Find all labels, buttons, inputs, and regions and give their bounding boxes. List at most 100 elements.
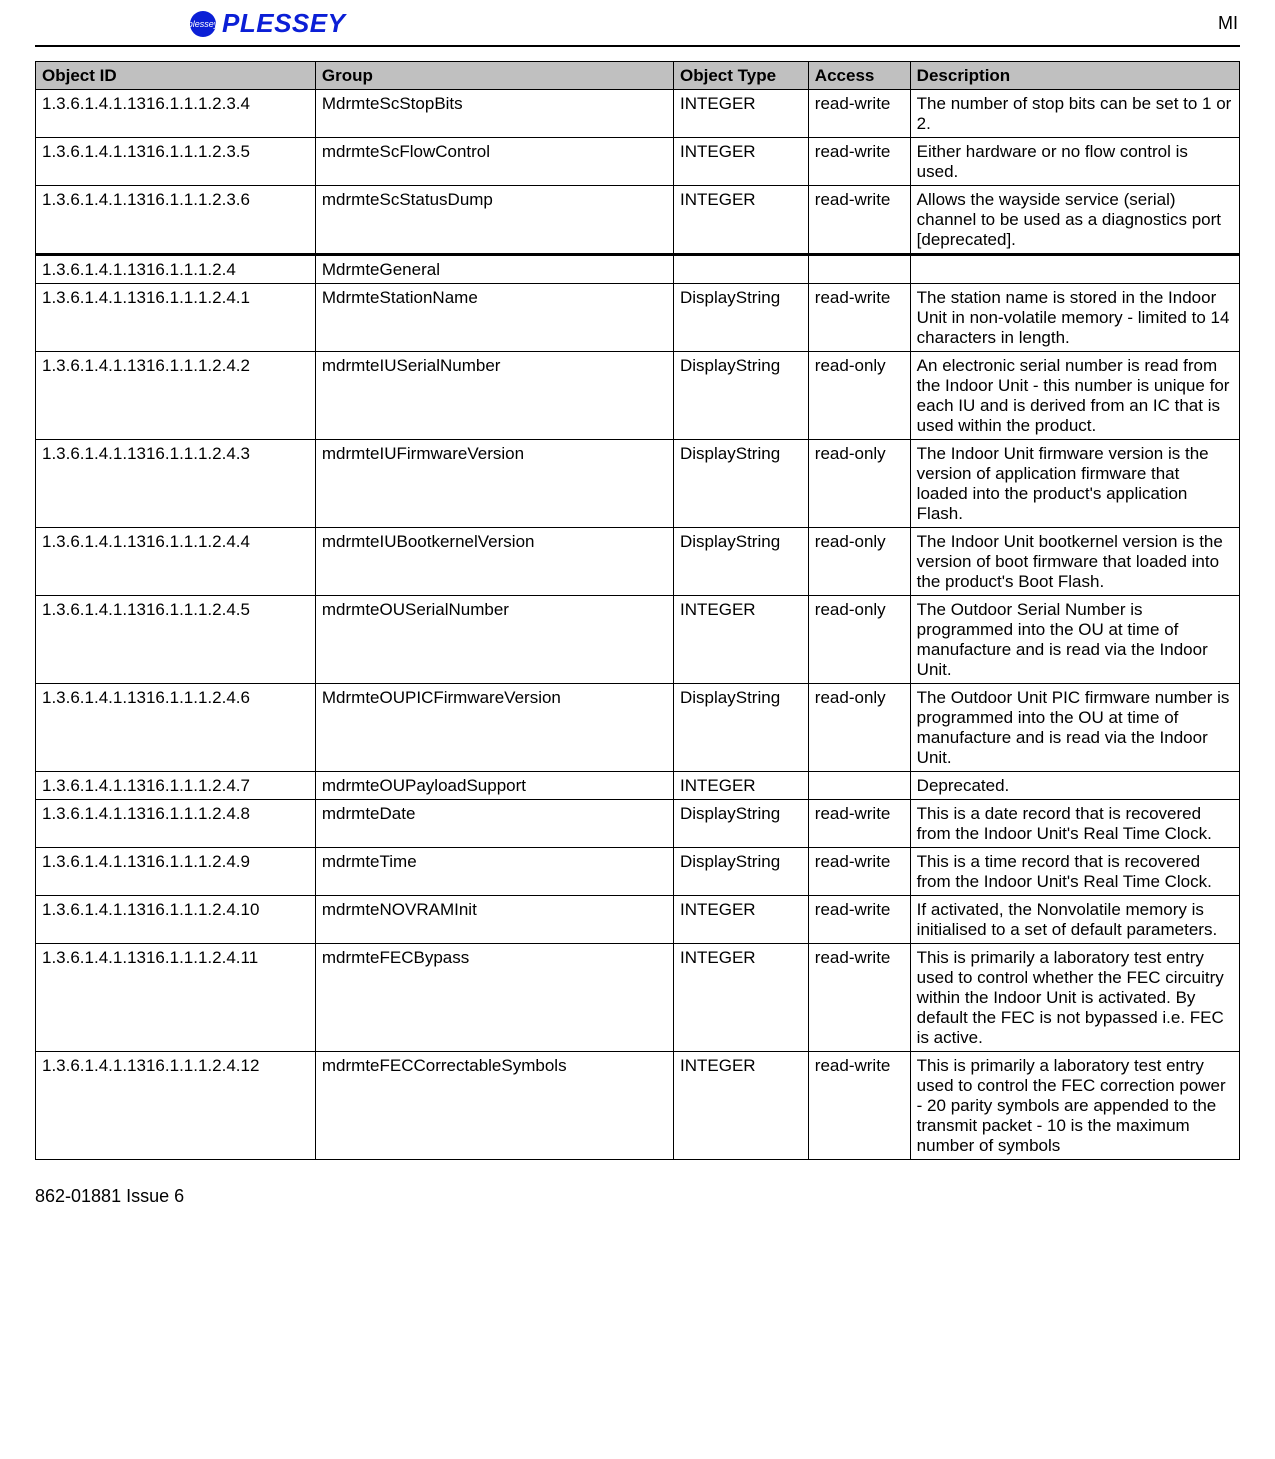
cell-object-type: INTEGER	[674, 944, 809, 1052]
header-right-text: MI	[1218, 13, 1240, 34]
table-row: 1.3.6.1.4.1.1316.1.1.1.2.4.10mdrmteNOVRA…	[36, 896, 1240, 944]
cell-group: mdrmteScStatusDump	[315, 186, 673, 255]
cell-object-type	[674, 255, 809, 284]
cell-object-id: 1.3.6.1.4.1.1316.1.1.1.2.4	[36, 255, 316, 284]
col-header-object-id: Object ID	[36, 62, 316, 90]
table-row: 1.3.6.1.4.1.1316.1.1.1.2.4MdrmteGeneral	[36, 255, 1240, 284]
cell-group: mdrmteFECBypass	[315, 944, 673, 1052]
cell-description: This is primarily a laboratory test entr…	[910, 1052, 1239, 1160]
cell-object-type: DisplayString	[674, 440, 809, 528]
cell-object-id: 1.3.6.1.4.1.1316.1.1.1.2.4.5	[36, 596, 316, 684]
cell-group: MdrmteStationName	[315, 284, 673, 352]
cell-object-type: INTEGER	[674, 1052, 809, 1160]
cell-group: mdrmteNOVRAMInit	[315, 896, 673, 944]
cell-object-id: 1.3.6.1.4.1.1316.1.1.1.2.4.4	[36, 528, 316, 596]
mib-table-head: Object ID Group Object Type Access Descr…	[36, 62, 1240, 90]
cell-object-type: INTEGER	[674, 896, 809, 944]
cell-description: The Outdoor Serial Number is programmed …	[910, 596, 1239, 684]
cell-object-id: 1.3.6.1.4.1.1316.1.1.1.2.4.10	[36, 896, 316, 944]
table-row: 1.3.6.1.4.1.1316.1.1.1.2.3.5mdrmteScFlow…	[36, 138, 1240, 186]
cell-object-id: 1.3.6.1.4.1.1316.1.1.1.2.4.11	[36, 944, 316, 1052]
cell-group: MdrmteGeneral	[315, 255, 673, 284]
cell-object-id: 1.3.6.1.4.1.1316.1.1.1.2.4.12	[36, 1052, 316, 1160]
cell-object-id: 1.3.6.1.4.1.1316.1.1.1.2.4.9	[36, 848, 316, 896]
cell-access: read-only	[808, 352, 910, 440]
table-row: 1.3.6.1.4.1.1316.1.1.1.2.4.1MdrmteStatio…	[36, 284, 1240, 352]
cell-description: This is a date record that is recovered …	[910, 800, 1239, 848]
cell-object-type: DisplayString	[674, 800, 809, 848]
cell-group: mdrmteFECCorrectableSymbols	[315, 1052, 673, 1160]
cell-description: The station name is stored in the Indoor…	[910, 284, 1239, 352]
cell-access: read-write	[808, 186, 910, 255]
table-row: 1.3.6.1.4.1.1316.1.1.1.2.4.11mdrmteFECBy…	[36, 944, 1240, 1052]
cell-object-type: DisplayString	[674, 528, 809, 596]
cell-object-type: DisplayString	[674, 352, 809, 440]
brand-badge-icon: plessey	[190, 11, 216, 37]
cell-object-id: 1.3.6.1.4.1.1316.1.1.1.2.4.2	[36, 352, 316, 440]
col-header-group: Group	[315, 62, 673, 90]
cell-access: read-only	[808, 684, 910, 772]
cell-access	[808, 772, 910, 800]
table-row: 1.3.6.1.4.1.1316.1.1.1.2.4.2mdrmteIUSeri…	[36, 352, 1240, 440]
cell-group: mdrmteScFlowControl	[315, 138, 673, 186]
cell-object-id: 1.3.6.1.4.1.1316.1.1.1.2.3.5	[36, 138, 316, 186]
cell-object-id: 1.3.6.1.4.1.1316.1.1.1.2.4.1	[36, 284, 316, 352]
col-header-access: Access	[808, 62, 910, 90]
cell-object-type: DisplayString	[674, 284, 809, 352]
cell-object-type: INTEGER	[674, 596, 809, 684]
table-row: 1.3.6.1.4.1.1316.1.1.1.2.4.6MdrmteOUPICF…	[36, 684, 1240, 772]
cell-object-id: 1.3.6.1.4.1.1316.1.1.1.2.3.6	[36, 186, 316, 255]
mib-table-header-row: Object ID Group Object Type Access Descr…	[36, 62, 1240, 90]
cell-object-type: INTEGER	[674, 90, 809, 138]
cell-group: MdrmteScStopBits	[315, 90, 673, 138]
cell-access: read-write	[808, 944, 910, 1052]
cell-group: MdrmteOUPICFirmwareVersion	[315, 684, 673, 772]
table-row: 1.3.6.1.4.1.1316.1.1.1.2.4.7mdrmteOUPayl…	[36, 772, 1240, 800]
mib-table: Object ID Group Object Type Access Descr…	[35, 61, 1240, 1160]
cell-access: read-only	[808, 440, 910, 528]
cell-group: mdrmteOUSerialNumber	[315, 596, 673, 684]
cell-group: mdrmteIUSerialNumber	[315, 352, 673, 440]
cell-description: The Outdoor Unit PIC firmware number is …	[910, 684, 1239, 772]
cell-group: mdrmteIUBootkernelVersion	[315, 528, 673, 596]
cell-description: This is a time record that is recovered …	[910, 848, 1239, 896]
page-header: plessey PLESSEY MI	[35, 0, 1240, 45]
cell-access: read-write	[808, 90, 910, 138]
cell-group: mdrmteIUFirmwareVersion	[315, 440, 673, 528]
cell-object-type: INTEGER	[674, 186, 809, 255]
mib-table-body: 1.3.6.1.4.1.1316.1.1.1.2.3.4MdrmteScStop…	[36, 90, 1240, 1160]
cell-description: This is primarily a laboratory test entr…	[910, 944, 1239, 1052]
cell-access: read-only	[808, 528, 910, 596]
table-row: 1.3.6.1.4.1.1316.1.1.1.2.4.5mdrmteOUSeri…	[36, 596, 1240, 684]
cell-group: mdrmteOUPayloadSupport	[315, 772, 673, 800]
cell-object-id: 1.3.6.1.4.1.1316.1.1.1.2.4.7	[36, 772, 316, 800]
cell-object-id: 1.3.6.1.4.1.1316.1.1.1.2.3.4	[36, 90, 316, 138]
page: plessey PLESSEY MI Object ID Group Objec…	[0, 0, 1275, 1247]
cell-object-type: DisplayString	[674, 684, 809, 772]
cell-object-type: INTEGER	[674, 138, 809, 186]
table-row: 1.3.6.1.4.1.1316.1.1.1.2.4.4mdrmteIUBoot…	[36, 528, 1240, 596]
table-row: 1.3.6.1.4.1.1316.1.1.1.2.4.3mdrmteIUFirm…	[36, 440, 1240, 528]
cell-description: If activated, the Nonvolatile memory is …	[910, 896, 1239, 944]
cell-access: read-write	[808, 800, 910, 848]
cell-group: mdrmteDate	[315, 800, 673, 848]
cell-access: read-write	[808, 1052, 910, 1160]
cell-description	[910, 255, 1239, 284]
cell-object-type: DisplayString	[674, 848, 809, 896]
cell-access: read-only	[808, 596, 910, 684]
cell-description: Deprecated.	[910, 772, 1239, 800]
cell-description: Either hardware or no flow control is us…	[910, 138, 1239, 186]
cell-description: The Indoor Unit bootkernel version is th…	[910, 528, 1239, 596]
cell-access: read-write	[808, 138, 910, 186]
table-row: 1.3.6.1.4.1.1316.1.1.1.2.4.9mdrmteTimeDi…	[36, 848, 1240, 896]
brand-logo: plessey PLESSEY	[190, 8, 345, 39]
table-row: 1.3.6.1.4.1.1316.1.1.1.2.4.12mdrmteFECCo…	[36, 1052, 1240, 1160]
cell-group: mdrmteTime	[315, 848, 673, 896]
cell-object-id: 1.3.6.1.4.1.1316.1.1.1.2.4.6	[36, 684, 316, 772]
cell-description: The number of stop bits can be set to 1 …	[910, 90, 1239, 138]
cell-description: Allows the wayside service (serial) chan…	[910, 186, 1239, 255]
table-row: 1.3.6.1.4.1.1316.1.1.1.2.4.8mdrmteDateDi…	[36, 800, 1240, 848]
table-row: 1.3.6.1.4.1.1316.1.1.1.2.3.6mdrmteScStat…	[36, 186, 1240, 255]
cell-description: An electronic serial number is read from…	[910, 352, 1239, 440]
cell-description: The Indoor Unit firmware version is the …	[910, 440, 1239, 528]
